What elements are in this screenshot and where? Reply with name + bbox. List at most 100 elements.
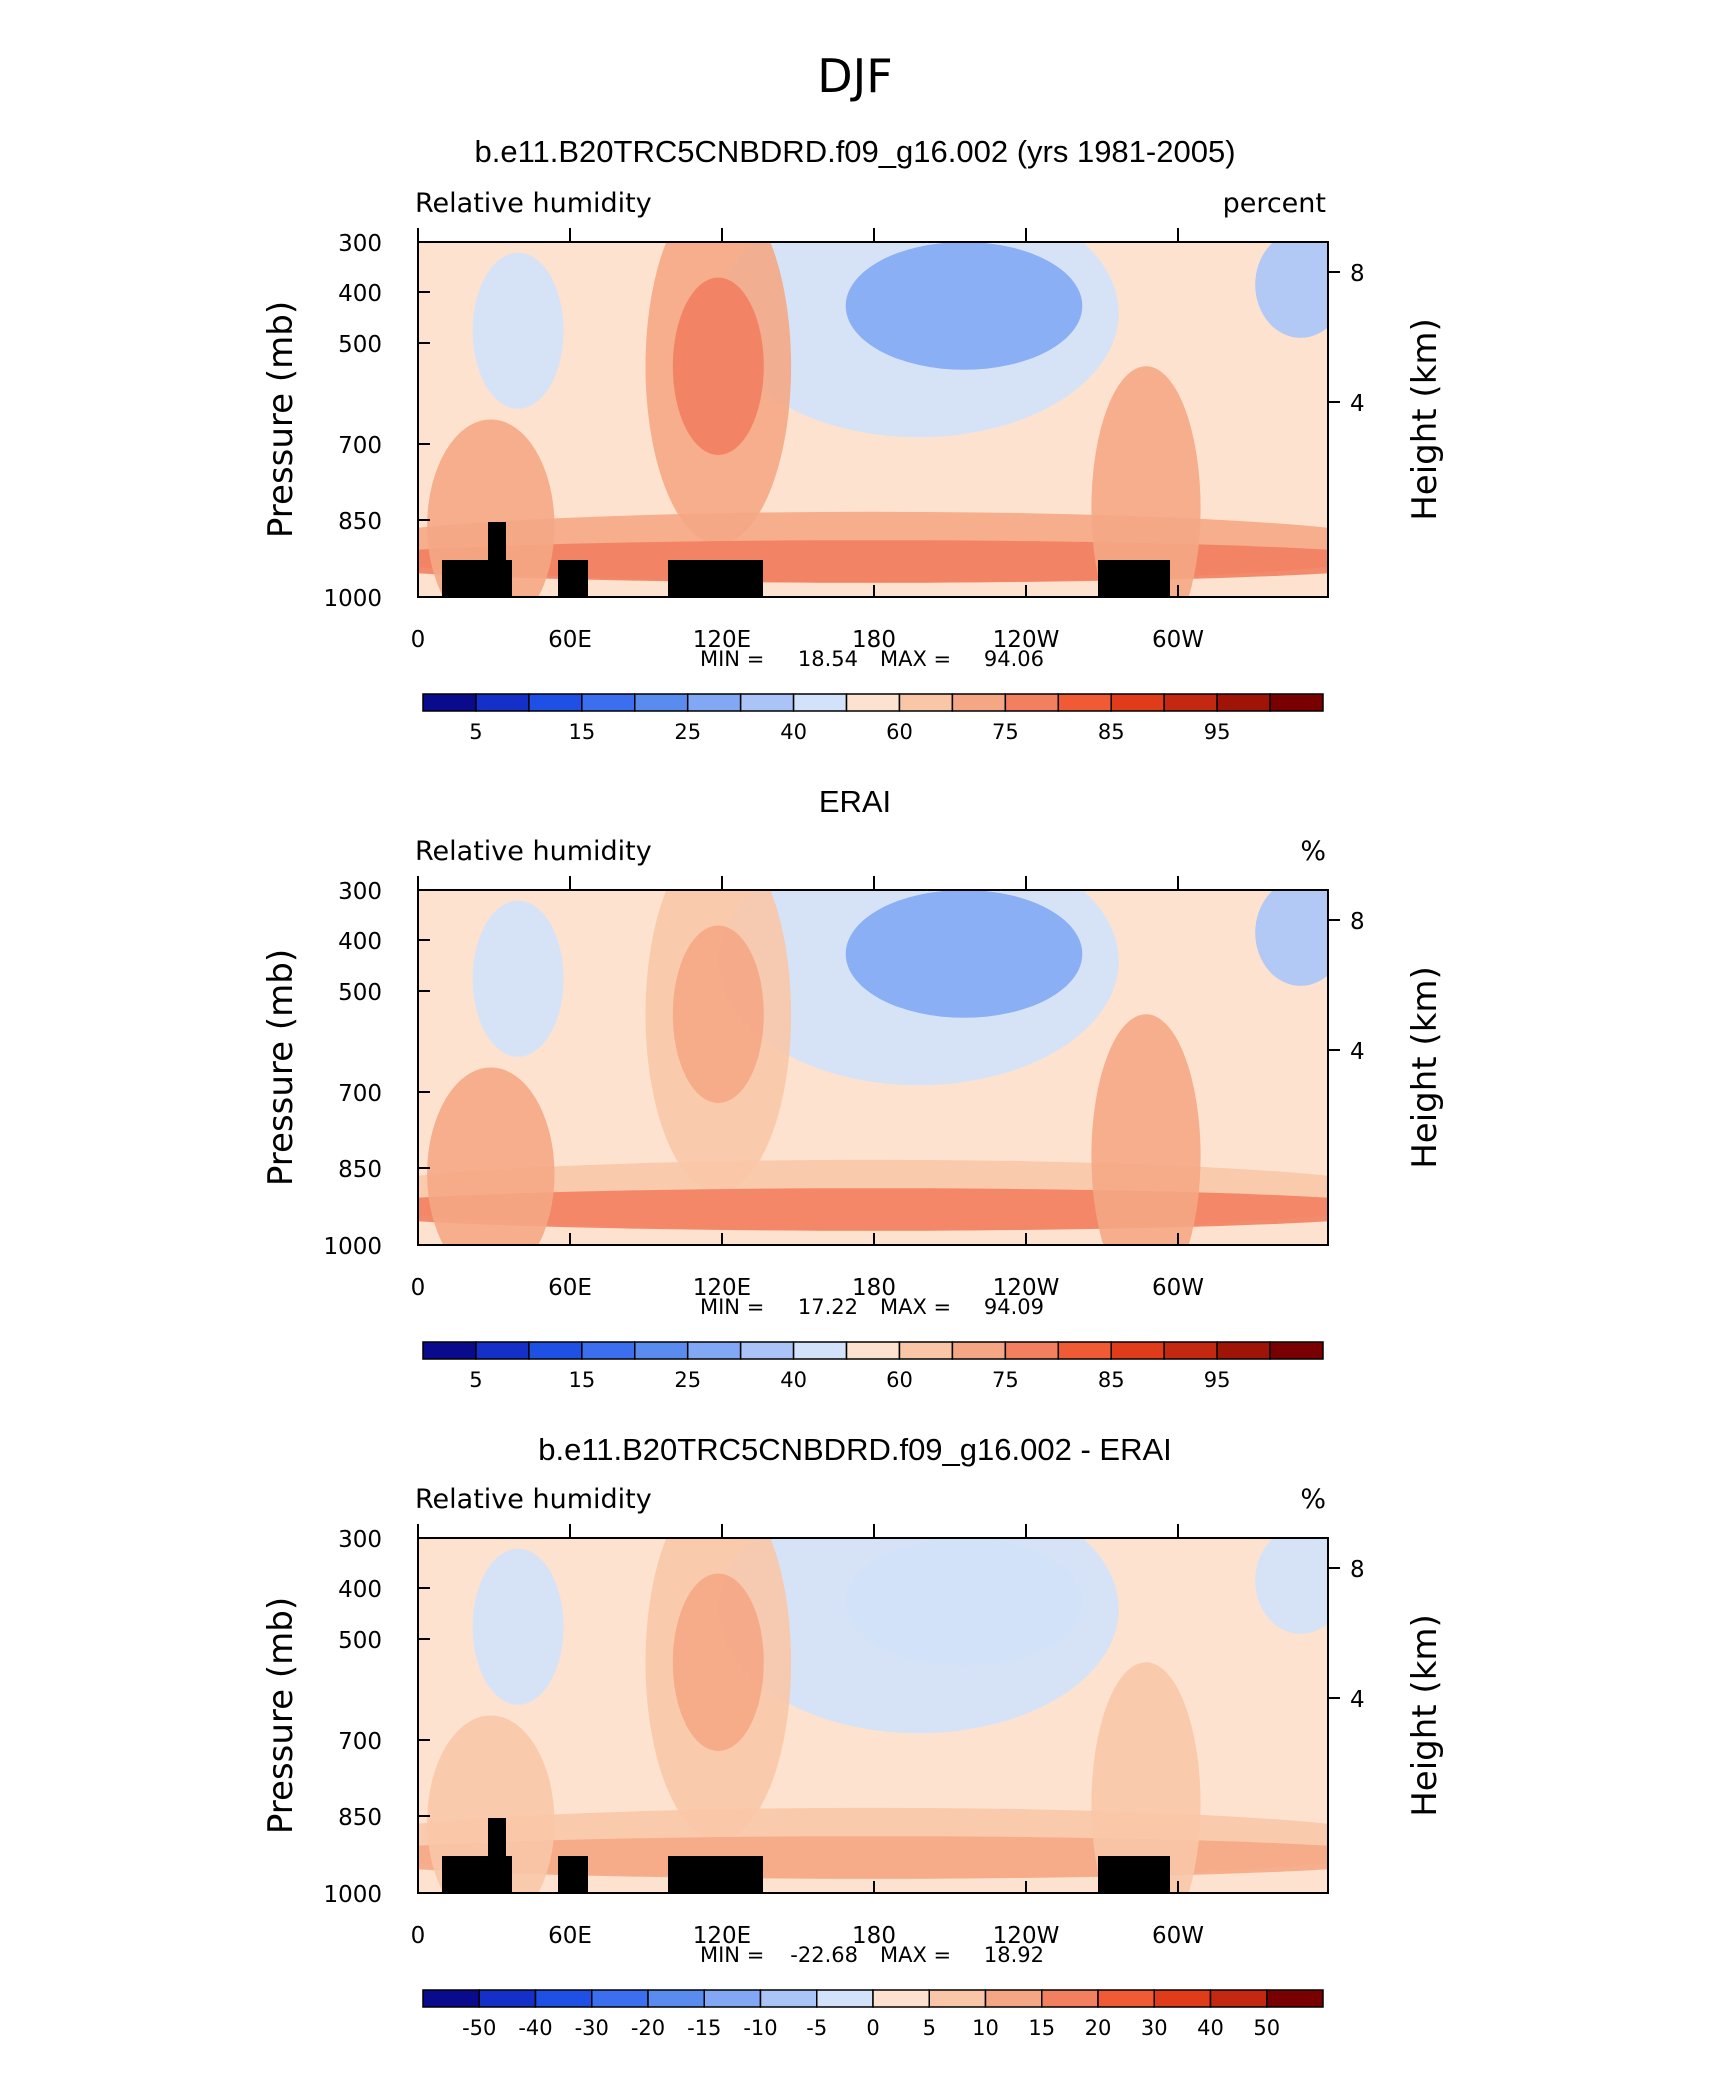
x-tick-label: 180 — [852, 1275, 896, 1301]
y-tick-label: 850 — [338, 509, 382, 535]
colorbar-swatch — [739, 1341, 795, 1360]
colorbar-label: 95 — [1204, 720, 1231, 744]
colorbar-label: 85 — [1098, 1368, 1125, 1392]
topography-mask — [442, 560, 512, 597]
colorbar-swatch — [845, 693, 901, 712]
colorbar-label: 50 — [1253, 2016, 1280, 2040]
colorbar-label: 5 — [923, 2016, 936, 2040]
colorbar-swatch — [928, 1989, 987, 2008]
y-right-axis-title: Height (km) — [1405, 1614, 1445, 1817]
colorbar-swatch — [422, 1341, 477, 1360]
y-right-axis-title: Height (km) — [1405, 318, 1445, 521]
units-label: percent — [1223, 188, 1326, 219]
colorbar-swatch — [739, 693, 795, 712]
y-axis-title: Pressure (mb) — [261, 1597, 301, 1834]
colorbar-swatch — [1269, 1341, 1324, 1360]
colorbar-label: 25 — [674, 720, 701, 744]
colorbar-swatch — [898, 693, 954, 712]
contour-field — [418, 890, 1328, 1245]
colorbar-swatch — [1041, 1989, 1099, 2008]
colorbar-swatch — [1110, 1341, 1165, 1360]
y-tick-label: 500 — [338, 1628, 382, 1654]
contour-region — [1091, 1662, 1201, 1893]
colorbar-swatch — [422, 1989, 480, 2008]
contour-region — [427, 1067, 555, 1245]
colorbar-label: 60 — [886, 1368, 913, 1392]
contour-region — [1255, 242, 1328, 338]
colorbar-swatch — [475, 1341, 530, 1360]
colorbar-swatch — [534, 1989, 593, 2008]
colorbar-label: -50 — [462, 2016, 496, 2040]
y-right-tick-label: 8 — [1350, 261, 1365, 287]
x-tick-label: 120W — [993, 1275, 1060, 1301]
colorbar-swatch — [1209, 1989, 1268, 2008]
y-tick-label: 400 — [338, 281, 382, 307]
y-right-tick-label: 8 — [1350, 909, 1365, 935]
colorbar-swatch — [1110, 693, 1165, 712]
panel-title: b.e11.B20TRC5CNBDRD.f09_g16.002 - ERAI — [538, 1432, 1172, 1467]
colorbar-swatch — [792, 1341, 848, 1360]
panel-title: ERAI — [819, 784, 891, 819]
y-tick-label: 300 — [338, 879, 382, 905]
max-value: 18.92 — [984, 1943, 1044, 1967]
colorbar-label: 15 — [568, 720, 595, 744]
colorbar-label: -5 — [806, 2016, 827, 2040]
y-tick-label: 1000 — [323, 586, 382, 612]
colorbar-label: 15 — [568, 1368, 595, 1392]
x-tick-label: 120E — [693, 627, 751, 653]
contour-region — [845, 1538, 1083, 1666]
colorbar-label: 75 — [992, 1368, 1019, 1392]
y-tick-label: 700 — [338, 433, 382, 459]
colorbar-swatch — [591, 1989, 649, 2008]
colorbar-swatch — [951, 693, 1007, 712]
colorbar-swatch — [872, 1989, 930, 2008]
colorbar-swatch — [1057, 1341, 1112, 1360]
contour-field — [418, 242, 1328, 597]
colorbar-swatch — [1057, 693, 1112, 712]
colorbar-label: 5 — [469, 1368, 482, 1392]
contour-region — [472, 252, 564, 409]
variable-label: Relative humidity — [415, 1484, 652, 1515]
x-tick-label: 0 — [411, 1275, 426, 1301]
y-tick-label: 700 — [338, 1081, 382, 1107]
y-tick-label: 500 — [338, 980, 382, 1006]
contour-region — [1255, 1538, 1328, 1634]
colorbar-swatch — [1153, 1989, 1212, 2008]
colorbar-swatch — [478, 1989, 537, 2008]
colorbar-label: 40 — [780, 720, 807, 744]
y-axis-title: Pressure (mb) — [261, 949, 301, 1186]
x-tick-label: 120E — [693, 1275, 751, 1301]
colorbar-swatch — [1216, 693, 1271, 712]
colorbar-swatch — [647, 1989, 705, 2008]
topography-mask — [1098, 560, 1170, 597]
max-value: 94.06 — [984, 647, 1044, 671]
colorbar-label: 25 — [674, 1368, 701, 1392]
colorbar-swatch — [703, 1989, 762, 2008]
x-tick-label: 60E — [548, 1923, 592, 1949]
x-tick-label: 60E — [548, 1275, 592, 1301]
colorbar-label: -30 — [575, 2016, 609, 2040]
x-tick-label: 60W — [1152, 1275, 1204, 1301]
colorbar-label: 75 — [992, 720, 1019, 744]
x-tick-label: 120E — [693, 1923, 751, 1949]
colorbar-label: 95 — [1204, 1368, 1231, 1392]
min-value: 17.22 — [798, 1295, 858, 1319]
colorbar-swatch — [528, 693, 583, 712]
colorbar-label: 30 — [1141, 2016, 1168, 2040]
topography-mask — [442, 1856, 512, 1893]
contour-region — [672, 277, 764, 455]
min-label: MIN = — [700, 647, 764, 671]
contour-region — [427, 1715, 555, 1893]
colorbar-swatch — [816, 1989, 874, 2008]
topography-mask — [668, 560, 763, 597]
colorbar-swatch — [634, 693, 689, 712]
colorbar-swatch — [634, 1341, 689, 1360]
max-label: MAX = — [880, 647, 951, 671]
min-label: MIN = — [700, 1943, 764, 1967]
contour-region — [1091, 366, 1201, 597]
y-tick-label: 500 — [338, 332, 382, 358]
x-tick-label: 60W — [1152, 1923, 1204, 1949]
y-right-axis-title: Height (km) — [1405, 966, 1445, 1169]
x-tick-label: 0 — [411, 627, 426, 653]
